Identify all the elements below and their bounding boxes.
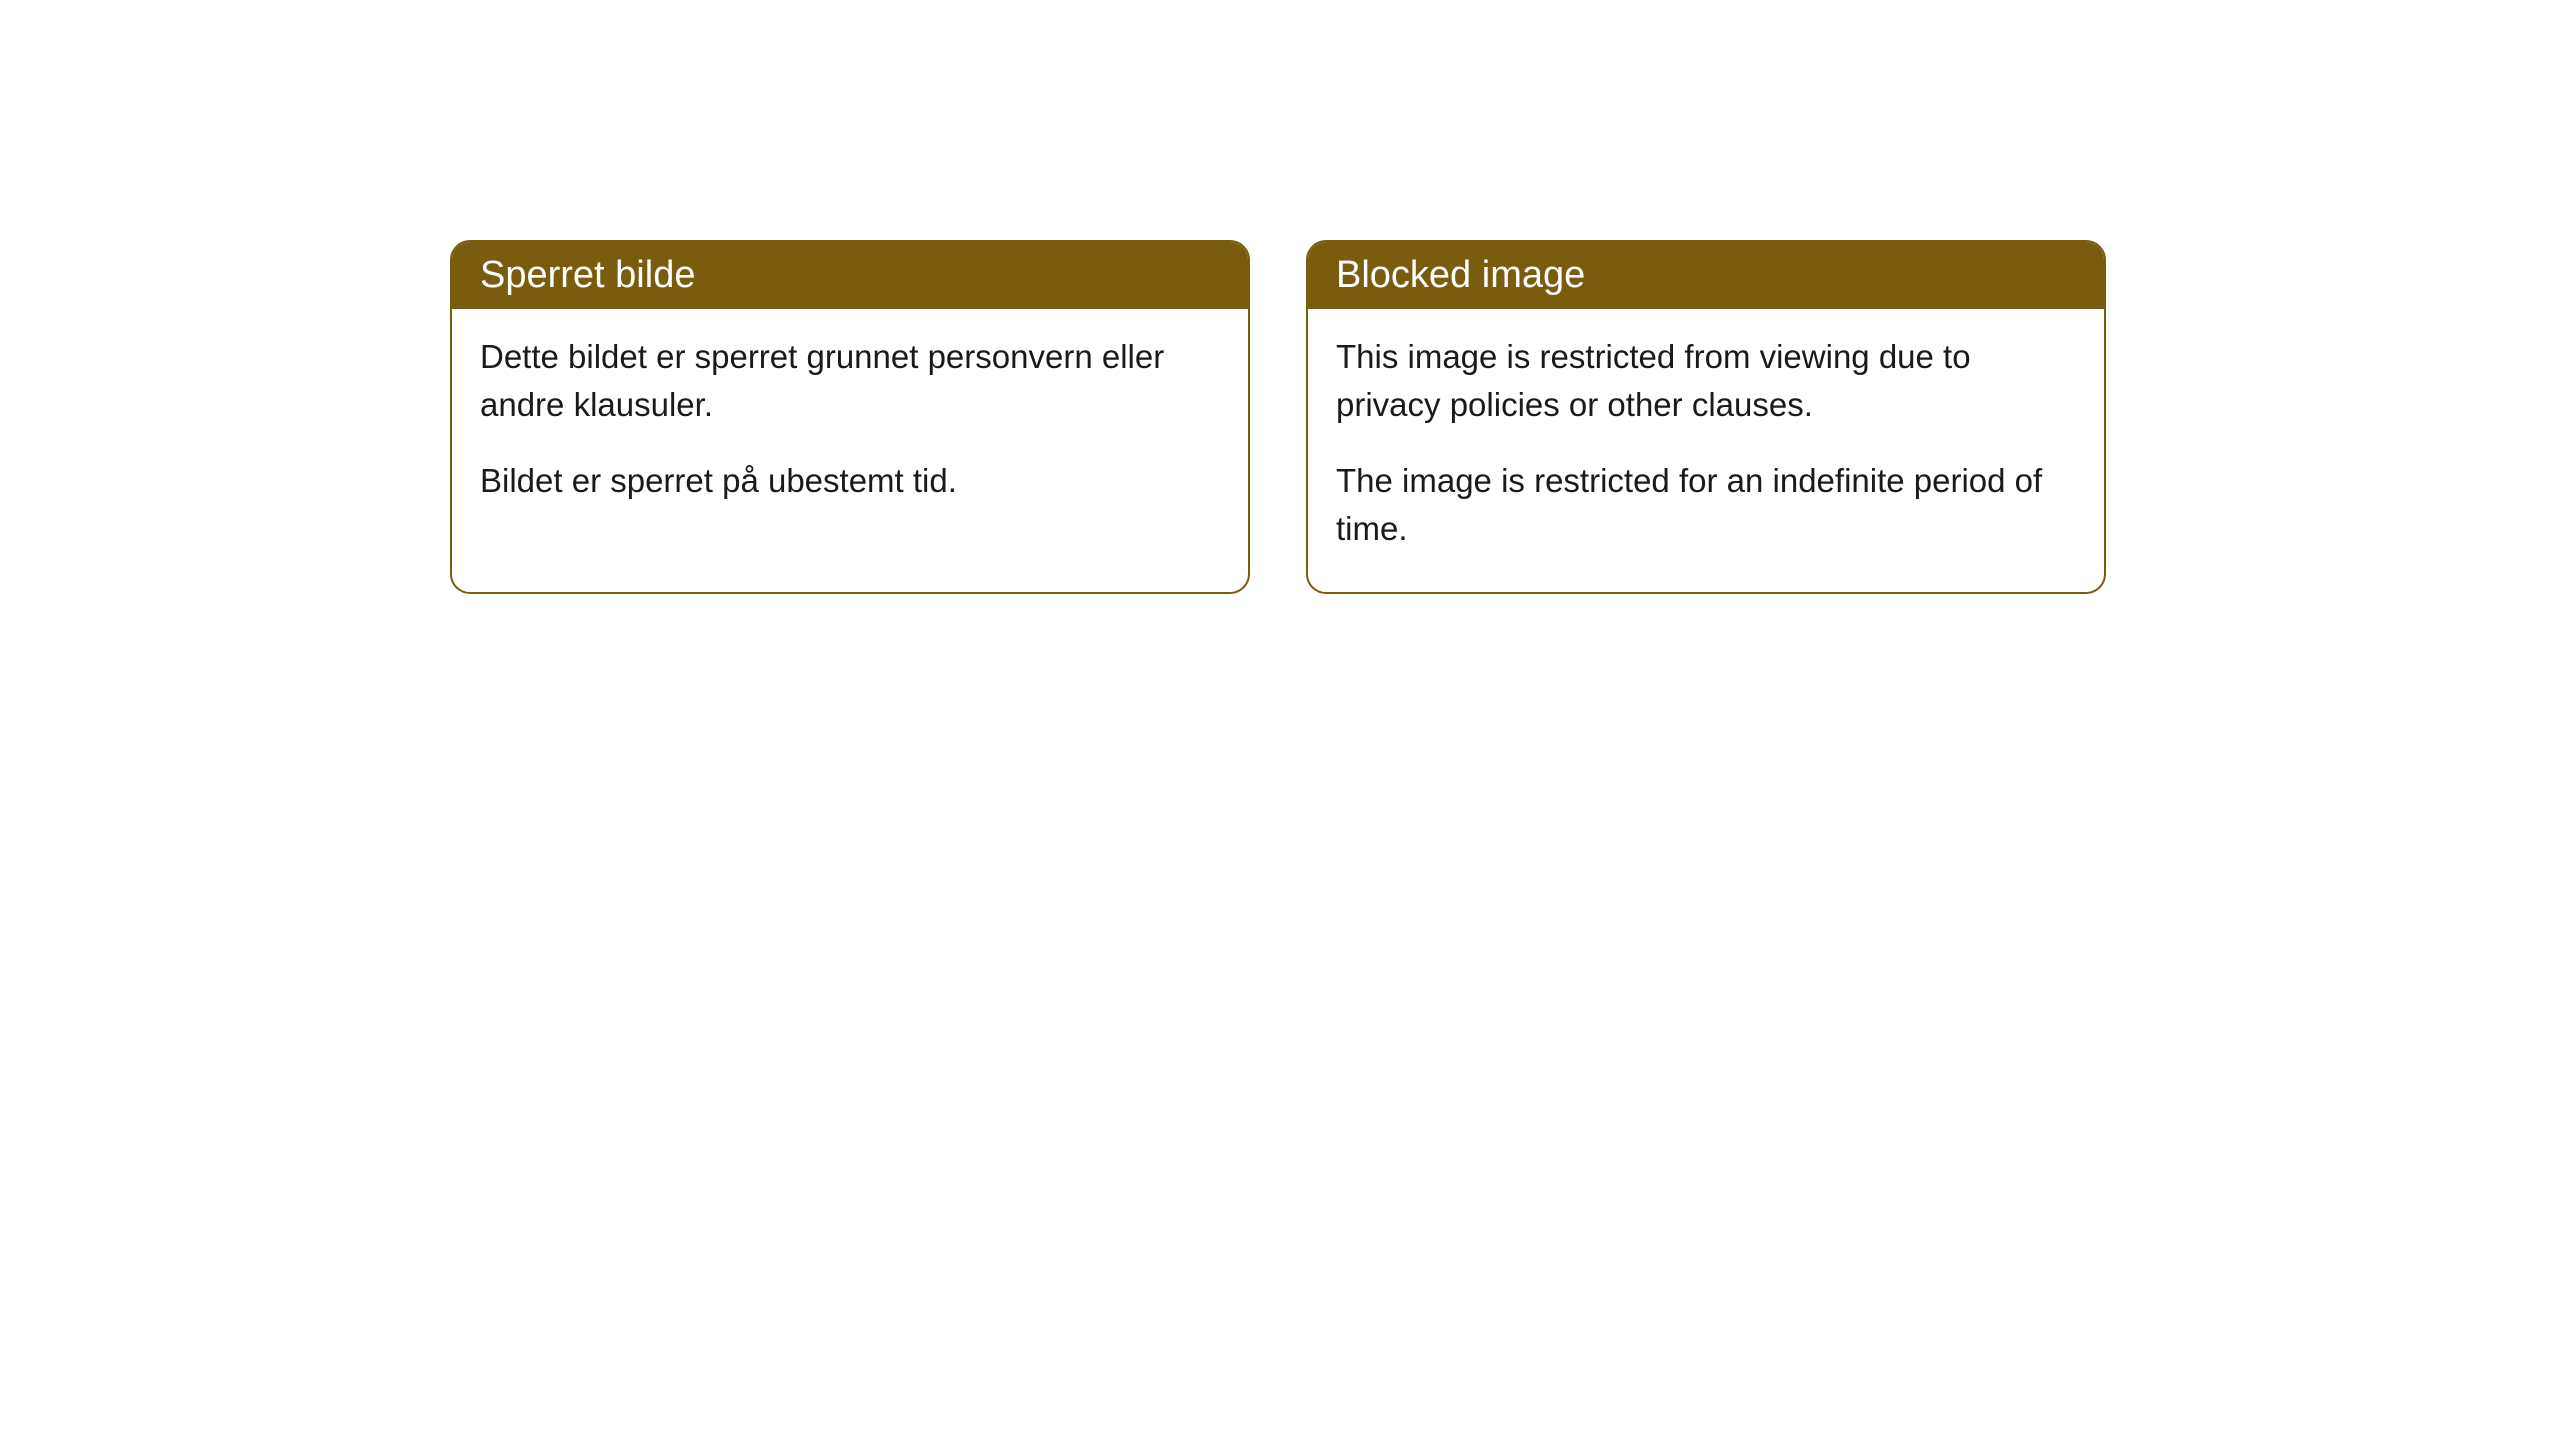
blocked-image-card-norwegian: Sperret bilde Dette bildet er sperret gr… (450, 240, 1250, 594)
card-header-norwegian: Sperret bilde (452, 242, 1248, 309)
blocked-image-card-english: Blocked image This image is restricted f… (1306, 240, 2106, 594)
notice-cards-container: Sperret bilde Dette bildet er sperret gr… (450, 240, 2106, 594)
card-title-norwegian: Sperret bilde (480, 254, 695, 296)
card-para2-english: The image is restricted for an indefinit… (1336, 457, 2076, 553)
card-body-norwegian: Dette bildet er sperret grunnet personve… (452, 309, 1248, 545)
card-body-english: This image is restricted from viewing du… (1308, 309, 2104, 592)
card-para2-norwegian: Bildet er sperret på ubestemt tid. (480, 457, 1220, 505)
card-para1-english: This image is restricted from viewing du… (1336, 333, 2076, 429)
card-title-english: Blocked image (1336, 254, 1585, 296)
card-header-english: Blocked image (1308, 242, 2104, 309)
card-para1-norwegian: Dette bildet er sperret grunnet personve… (480, 333, 1220, 429)
